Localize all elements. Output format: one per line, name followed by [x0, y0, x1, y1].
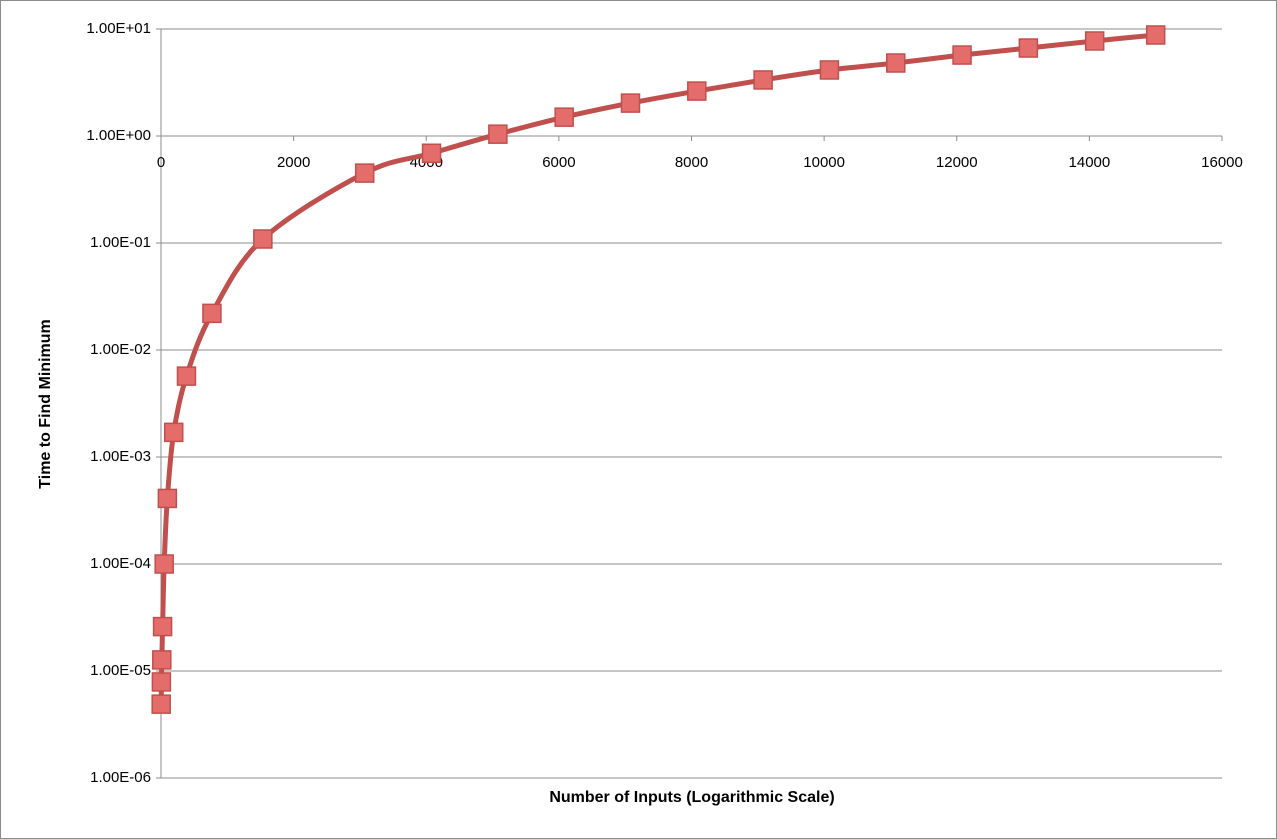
- y-tick-label: 1.00E+00: [86, 127, 151, 144]
- marker: [554, 107, 574, 127]
- y-tick-label: 1.00E-03: [90, 448, 151, 465]
- x-tick-label: 14000: [1069, 154, 1111, 171]
- y-tick-label: 1.00E-02: [90, 341, 151, 358]
- marker: [1084, 31, 1105, 51]
- marker: [152, 650, 172, 670]
- marker: [163, 422, 184, 443]
- x-tick-label: 12000: [936, 154, 978, 171]
- y-tick-label: 1.00E+01: [86, 20, 151, 37]
- marker: [151, 672, 172, 692]
- y-axis-title: Time to Find Minimum: [37, 319, 54, 488]
- x-axis-title: Number of Inputs (Logarithmic Scale): [549, 789, 834, 806]
- x-tick-label: 16000: [1201, 154, 1243, 171]
- marker: [952, 45, 972, 65]
- marker: [488, 124, 508, 144]
- marker: [176, 366, 197, 386]
- marker: [421, 143, 442, 163]
- x-tick-label: 10000: [803, 154, 845, 171]
- marker: [1145, 25, 1166, 45]
- marker: [151, 694, 171, 714]
- y-tick-label: 1.00E-06: [90, 769, 151, 786]
- x-tick-label: 6000: [542, 154, 575, 171]
- marker: [157, 488, 178, 509]
- marker: [620, 93, 641, 113]
- marker: [1018, 38, 1039, 58]
- x-tick-label: 8000: [675, 154, 708, 171]
- marker: [885, 53, 906, 73]
- marker: [253, 229, 273, 249]
- marker: [687, 81, 707, 101]
- marker: [152, 616, 173, 637]
- y-tick-label: 1.00E-04: [90, 555, 151, 572]
- marker: [154, 554, 174, 574]
- marker: [753, 70, 773, 90]
- y-tick-label: 1.00E-01: [90, 234, 151, 251]
- x-tick-label: 0: [157, 154, 165, 171]
- marker: [819, 60, 840, 80]
- marker: [202, 303, 222, 324]
- marker: [354, 163, 375, 183]
- x-tick-label: 2000: [277, 154, 310, 171]
- y-tick-label: 1.00E-05: [90, 662, 151, 679]
